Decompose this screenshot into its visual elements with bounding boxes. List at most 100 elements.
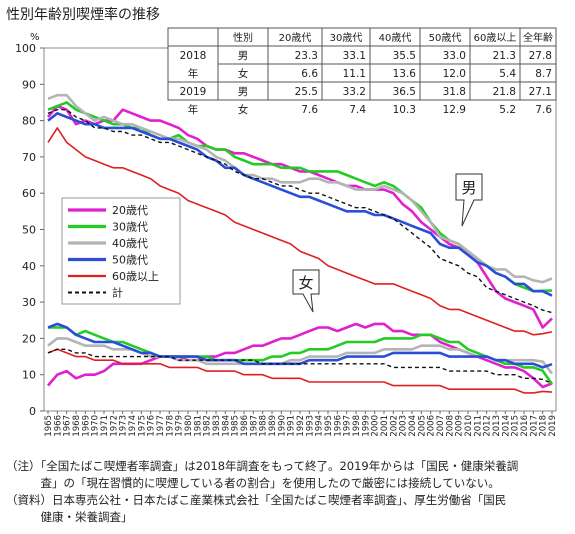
legend-label: 60歳以上 <box>112 270 159 283</box>
x-tick-label: 2018 <box>539 415 549 437</box>
x-tick-label: 1984 <box>221 415 231 437</box>
x-tick-label: 1992 <box>296 415 306 437</box>
table-cell: 36.5 <box>393 86 416 98</box>
legend-label: 20歳代 <box>112 204 148 217</box>
y-tick-label: 50 <box>22 224 36 237</box>
note-line: （注）「全国たばこ喫煙者率調査」は2018年調査をもって終了。2019年からは「… <box>6 459 519 473</box>
x-tick-label: 1979 <box>175 415 185 437</box>
x-tick-label: 1966 <box>53 415 63 437</box>
y-tick-label: 60 <box>22 187 36 200</box>
x-tick-label: 1981 <box>193 415 203 437</box>
table-cell: 21.3 <box>493 50 516 62</box>
y-tick-label: 40 <box>22 260 36 273</box>
x-tick-label: 1973 <box>119 415 129 437</box>
table-year-suffix: 年 <box>188 103 199 116</box>
series-line-female <box>47 348 553 394</box>
x-tick-label: 1994 <box>315 415 325 437</box>
table-cell: 7.4 <box>349 104 366 116</box>
x-tick-label: 2003 <box>399 415 409 437</box>
table-cell: 12.0 <box>443 68 466 80</box>
table-cell: 23.3 <box>295 50 318 62</box>
table-cell: 25.5 <box>295 86 318 98</box>
legend-label: 30歳代 <box>112 221 148 234</box>
x-tick-label: 1985 <box>231 415 241 437</box>
table-cell: 6.6 <box>301 68 318 80</box>
table-cell: 7.6 <box>301 104 318 116</box>
table-sex: 女 <box>238 103 249 116</box>
x-tick-label: 2005 <box>417 415 427 437</box>
x-tick-label: 1991 <box>287 415 297 437</box>
table-header: 全年齢 <box>523 31 553 44</box>
female-callout-bubble <box>292 269 320 313</box>
series-line-male <box>47 112 553 297</box>
table-cell: 33.2 <box>343 86 366 98</box>
x-tick-label: 2002 <box>389 415 399 437</box>
table-year: 2019 <box>180 86 207 98</box>
x-tick-label: 2004 <box>408 415 418 437</box>
note-line: （資料）日本専売公社・日本たばこ産業株式会社「全国たばこ喫煙者率調査」、厚生労働… <box>6 493 507 507</box>
x-tick-label: 1990 <box>277 415 287 437</box>
table-cell: 33.1 <box>343 50 366 62</box>
x-tick-label: 2014 <box>501 415 511 437</box>
series-line-male <box>47 93 553 284</box>
x-tick-label: 2016 <box>520 415 530 437</box>
table-sex: 女 <box>238 67 249 80</box>
x-tick-label: 2008 <box>445 415 455 437</box>
table-cell: 27.1 <box>529 86 552 98</box>
table-cell: 31.8 <box>443 86 466 98</box>
series-line-female <box>47 348 553 385</box>
female-callout-label: 女 <box>298 274 313 292</box>
x-tick-label: 1972 <box>109 415 119 437</box>
x-tick-label: 2015 <box>511 415 521 437</box>
x-tick-label: 1989 <box>268 415 278 437</box>
chart-title: 性別年齢別喫煙率の推移 <box>6 7 160 23</box>
legend-label: 計 <box>112 286 123 300</box>
x-tick-label: 1986 <box>240 415 250 437</box>
x-tick-label: 2009 <box>455 415 465 437</box>
table-cell: 33.0 <box>443 50 466 62</box>
x-tick-label: 1988 <box>259 415 269 437</box>
note-line: 査」の「現在習慣的に喫煙している者の割合」を使用したので厳密には接続していない。 <box>6 476 500 490</box>
legend-label: 50歳代 <box>112 254 148 267</box>
x-tick-label: 1965 <box>44 415 54 437</box>
table-header: 60歳以上 <box>474 32 517 44</box>
x-tick-label: 1978 <box>165 415 175 437</box>
x-tick-label: 1967 <box>63 415 73 437</box>
x-tick-label: 1998 <box>352 415 362 437</box>
y-tick-label: 30 <box>22 296 36 309</box>
y-tick-label: 70 <box>22 151 36 164</box>
y-tick-label: 10 <box>22 369 36 382</box>
table-header: 30歳代 <box>330 32 363 44</box>
x-tick-label: 1982 <box>203 415 213 437</box>
x-tick-label: 2007 <box>436 415 446 437</box>
table-header: 性別 <box>233 31 253 44</box>
male-callout-label: 男 <box>461 179 476 197</box>
x-tick-label: 1983 <box>212 415 222 437</box>
table-cell: 21.8 <box>493 86 516 98</box>
table-header: 40歳代 <box>379 32 412 44</box>
x-tick-label: 1995 <box>324 415 334 437</box>
x-tick-label: 1968 <box>72 415 82 437</box>
x-tick-label: 1987 <box>249 415 259 437</box>
table-cell: 13.6 <box>393 68 417 80</box>
series-line-male <box>47 127 553 336</box>
table-sex: 男 <box>238 86 249 98</box>
table-cell: 35.5 <box>393 50 416 62</box>
table-year: 2018 <box>180 50 207 62</box>
y-unit-label: % <box>30 32 40 43</box>
table-header: 50歳代 <box>429 32 462 44</box>
x-tick-label: 2001 <box>380 415 390 437</box>
x-tick-label: 1993 <box>305 415 315 437</box>
x-tick-label: 1997 <box>343 415 353 437</box>
male-callout-bubble <box>455 173 483 227</box>
table-cell: 5.2 <box>499 104 516 116</box>
table-header: 20歳代 <box>279 32 312 44</box>
x-tick-label: 1996 <box>333 415 343 437</box>
legend-box <box>61 197 181 305</box>
table-cell: 8.7 <box>535 68 552 80</box>
x-tick-label: 2000 <box>371 415 381 437</box>
legend-label: 40歳代 <box>112 237 148 250</box>
y-tick-label: 0 <box>29 405 36 418</box>
x-tick-label: 1974 <box>128 415 138 437</box>
x-tick-label: 2012 <box>483 415 493 437</box>
